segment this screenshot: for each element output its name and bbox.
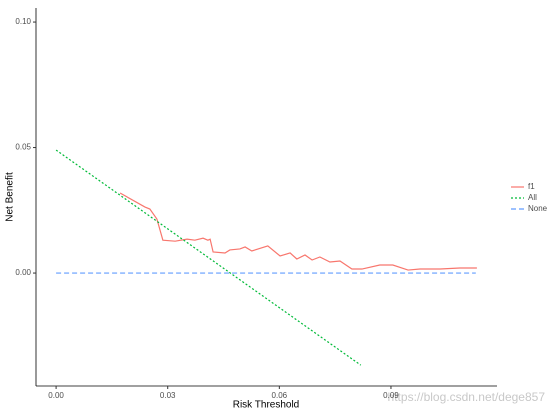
legend-label: f1 [528, 182, 535, 191]
x-tick-label: 0.09 [383, 391, 399, 400]
y-tick-label: 0.05 [15, 143, 31, 152]
y-tick-label: 0.10 [15, 17, 31, 26]
legend-label: None [528, 204, 548, 213]
y-tick-label: 0.00 [15, 268, 31, 277]
y-axis-title: Net Benefit [5, 172, 16, 222]
x-axis-title: Risk Threshold [233, 400, 300, 411]
line-series [55, 149, 362, 366]
x-tick-label: 0.06 [272, 391, 288, 400]
legend-label: All [528, 193, 537, 202]
x-tick-label: 0.00 [48, 391, 64, 400]
watermark: https://blog.csdn.net/dege857 [388, 390, 546, 404]
x-tick-label: 0.03 [160, 391, 176, 400]
line-series [119, 192, 477, 271]
